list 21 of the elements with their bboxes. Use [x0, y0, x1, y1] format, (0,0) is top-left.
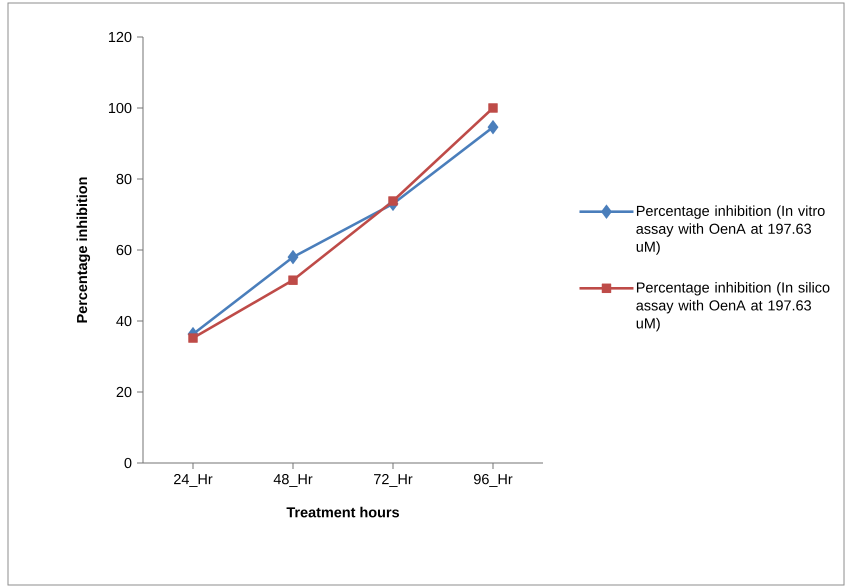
point	[288, 275, 298, 285]
point	[188, 333, 198, 343]
x-tick-label: 72_Hr	[374, 474, 412, 487]
y-tick-label: 20	[116, 386, 132, 398]
x-axis-title: Treatment hours	[286, 506, 399, 518]
y-tick-label: 0	[124, 458, 132, 468]
y-axis-title: Percentage inhibition	[76, 177, 90, 322]
y-tick-label: 100	[108, 102, 132, 114]
legend-label: Percentage inhibition (In vitro assay with OenA at 197.63 uM)	[636, 205, 825, 255]
y-tick-label: 40	[116, 316, 132, 326]
x-tick-label: 48_Hr	[274, 474, 312, 487]
y-tick-label: 60	[116, 244, 132, 256]
point	[388, 196, 398, 206]
x-tick-label: 24_Hr	[174, 474, 212, 487]
y-tick-label: 80	[116, 174, 132, 184]
point	[488, 120, 498, 134]
point	[488, 103, 498, 113]
legend-label: Percentage inhibition (In silico assay with OenA at 197.63 uM)	[636, 282, 830, 332]
y-tick-label: 120	[108, 32, 132, 42]
point	[288, 250, 298, 264]
x-tick-label: 96_Hr	[474, 474, 512, 487]
